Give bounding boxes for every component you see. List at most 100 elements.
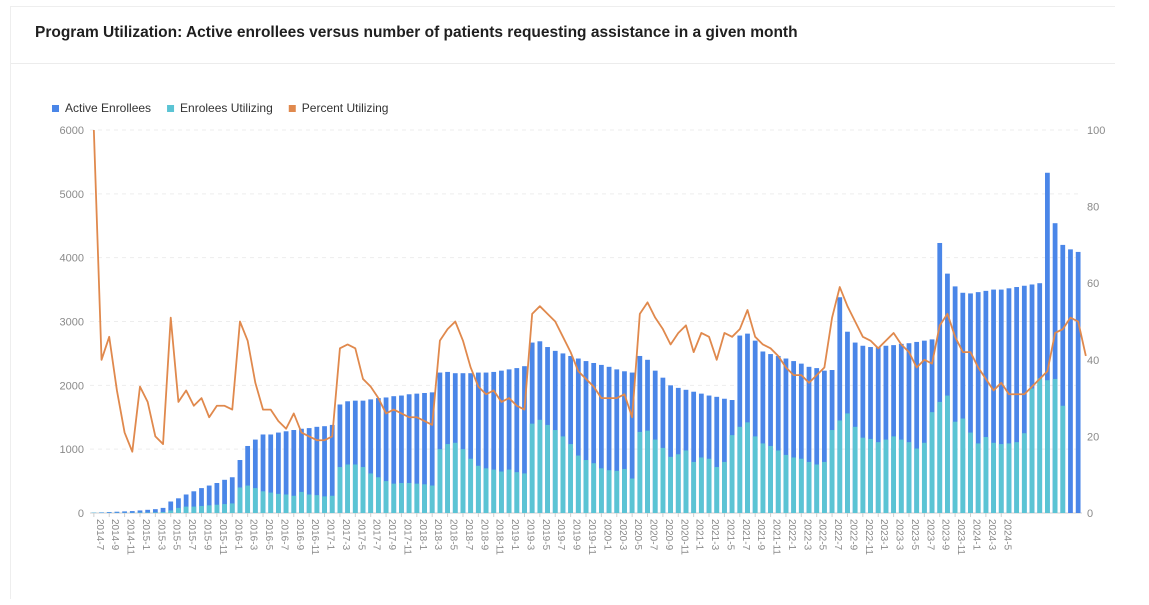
bar-active-enrollees: [499, 370, 504, 513]
bar-active-enrollees: [737, 335, 743, 513]
x-tick-label: 2019-3: [524, 519, 535, 551]
bar-active-enrollees: [475, 372, 481, 513]
bar-enrolees-utilizing: [260, 491, 266, 513]
bar-active-enrollees: [391, 396, 397, 513]
x-tick-label: 2018-3: [432, 519, 443, 551]
bar-active-enrollees: [914, 341, 920, 513]
bar-enrolees-utilizing: [622, 468, 627, 513]
bar-enrolees-utilizing: [360, 467, 366, 513]
bar-enrolees-utilizing: [868, 438, 873, 513]
bar-active-enrollees: [983, 290, 989, 513]
bar-enrolees-utilizing: [952, 421, 958, 513]
bar-active-enrollees: [106, 512, 112, 513]
bar-active-enrollees: [183, 494, 189, 513]
bar-active-enrollees: [314, 426, 320, 513]
bar-enrolees-utilizing: [375, 477, 381, 513]
bar-enrolees-utilizing: [214, 504, 220, 513]
bar-enrolees-utilizing: [937, 401, 943, 513]
bar-enrolees-utilizing: [499, 471, 504, 513]
x-tick-label: 2016-7: [278, 519, 289, 551]
bar-active-enrollees: [299, 428, 304, 513]
bar-active-enrollees: [991, 289, 996, 513]
bar-active-enrollees: [276, 432, 281, 513]
bar-active-enrollees: [229, 477, 235, 513]
x-tick-label: 2015-1: [140, 519, 151, 551]
bar-enrolees-utilizing: [798, 458, 804, 513]
x-tick-label: 2015-5: [171, 519, 182, 551]
y-right-tick-label: 100: [1087, 125, 1105, 137]
x-tick-label: 2022-3: [801, 519, 812, 551]
x-tick-label: 2022-5: [817, 519, 828, 551]
x-tick-label: 2021-5: [724, 519, 735, 551]
bar-enrolees-utilizing: [675, 454, 681, 513]
bar-active-enrollees: [598, 364, 604, 513]
bar-active-enrollees: [875, 347, 881, 513]
bar-enrolees-utilizing: [168, 510, 174, 513]
bar-active-enrollees: [222, 479, 227, 513]
x-tick-label: 2023-5: [909, 519, 920, 551]
x-tick-label: 2020-7: [648, 519, 659, 551]
bar-enrolees-utilizing: [222, 504, 227, 513]
bar-active-enrollees: [237, 460, 243, 513]
bar-active-enrollees: [368, 399, 374, 513]
bar-active-enrollees: [1068, 249, 1073, 513]
bar-enrolees-utilizing: [637, 431, 643, 513]
x-tick-label: 2020-9: [663, 519, 674, 551]
bar-enrolees-utilizing: [814, 464, 820, 513]
x-tick-label: 2024-1: [970, 519, 981, 551]
bar-enrolees-utilizing: [176, 507, 181, 513]
legend-swatch: [167, 105, 175, 112]
x-tick-label: 2017-11: [401, 519, 412, 555]
bar-enrolees-utilizing: [352, 464, 358, 513]
bar-enrolees-utilizing: [322, 496, 327, 513]
x-tick-label: 2022-9: [847, 519, 858, 551]
x-tick-label: 2016-9: [294, 519, 305, 551]
bar-enrolees-utilizing: [252, 488, 258, 513]
x-tick-label: 2022-11: [863, 519, 874, 555]
bar-active-enrollees: [291, 430, 297, 513]
bar-enrolees-utilizing: [183, 506, 189, 513]
y-left-tick-label: 0: [78, 508, 84, 520]
x-tick-label: 2017-5: [355, 519, 366, 551]
bar-enrolees-utilizing: [468, 458, 474, 513]
bar-enrolees-utilizing: [429, 485, 435, 513]
bar-active-enrollees: [752, 340, 758, 513]
bar-active-enrollees: [975, 292, 981, 513]
bar-enrolees-utilizing: [737, 426, 743, 513]
bar-active-enrollees: [422, 392, 427, 513]
bar-enrolees-utilizing: [591, 463, 597, 513]
bar-enrolees-utilizing: [614, 470, 620, 513]
bar-enrolees-utilizing: [229, 503, 235, 513]
bar-active-enrollees: [583, 361, 589, 513]
bar-active-enrollees: [145, 509, 151, 513]
bar-active-enrollees: [952, 286, 958, 513]
bar-active-enrollees: [814, 368, 820, 513]
x-tick-label: 2021-11: [771, 519, 782, 555]
bar-enrolees-utilizing: [945, 395, 950, 513]
bar-active-enrollees: [152, 509, 158, 513]
bar-active-enrollees: [191, 491, 197, 513]
x-tick-label: 2014-9: [109, 519, 120, 551]
x-tick-label: 2023-3: [894, 519, 905, 551]
bar-enrolees-utilizing: [314, 495, 320, 513]
bar-active-enrollees: [214, 482, 220, 513]
bar-enrolees-utilizing: [1006, 443, 1012, 513]
y-right-tick-label: 20: [1087, 431, 1099, 443]
legend-label: Enrolees Utilizing: [180, 101, 273, 115]
bar-enrolees-utilizing: [560, 436, 566, 513]
x-tick-label: 2018-7: [463, 519, 474, 551]
bar-active-enrollees: [468, 373, 474, 513]
bar-active-enrollees: [860, 345, 866, 513]
legend-swatch: [52, 105, 59, 112]
bar-enrolees-utilizing: [552, 430, 558, 513]
bar-active-enrollees: [383, 397, 389, 513]
bar-active-enrollees: [122, 511, 127, 513]
x-tick-label: 2018-11: [494, 519, 505, 555]
bar-active-enrollees: [160, 507, 166, 513]
bar-enrolees-utilizing: [998, 444, 1004, 513]
bar-active-enrollees: [114, 511, 120, 513]
bar-enrolees-utilizing: [491, 469, 497, 513]
bar-enrolees-utilizing: [137, 512, 143, 513]
bar-active-enrollees: [399, 395, 404, 513]
x-tick-label: 2016-11: [309, 519, 320, 555]
